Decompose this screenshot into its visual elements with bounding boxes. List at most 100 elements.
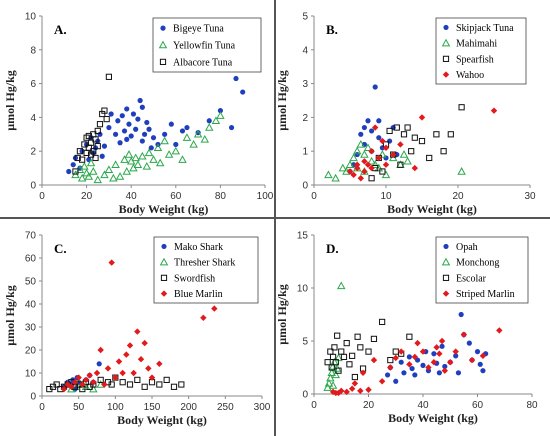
- legend-entry-striped-marlin: Striped Marlin: [456, 289, 515, 300]
- data-point-striped-marlin: [447, 359, 454, 366]
- y-tick-label: 4: [30, 113, 36, 124]
- y-tick-label: 0: [302, 390, 308, 401]
- data-point-escolar: [331, 344, 338, 351]
- data-point-albacore-tuna: [92, 154, 99, 162]
- data-point-bigeye-tuna: [139, 104, 145, 110]
- data-point-wahoo: [346, 168, 354, 175]
- data-point-striped-marlin: [419, 348, 427, 355]
- legend-entry-skipjack-tuna: Skipjack Tuna: [456, 23, 514, 34]
- y-tick-label: 60: [25, 254, 37, 265]
- data-point-bigeye-tuna: [240, 89, 246, 95]
- x-tick-label: 300: [254, 402, 271, 413]
- data-point-monchong: [331, 370, 341, 379]
- x-tick-label: 0: [311, 191, 317, 202]
- x-axis-label: Body Weight (kg): [388, 411, 478, 425]
- data-point-spearfish: [397, 161, 404, 168]
- data-point-opah: [393, 378, 399, 384]
- x-tick-label: 20: [81, 191, 93, 202]
- data-point-monchong: [337, 281, 346, 290]
- data-point-albacore-tuna: [81, 141, 88, 148]
- x-tick-label: 0: [39, 402, 45, 413]
- data-point-bigeye-tuna: [70, 162, 76, 168]
- data-point-mahimahi: [360, 150, 369, 158]
- data-point-mahimahi: [338, 163, 348, 172]
- legend-entry-blue-marlin: Blue Marlin: [174, 289, 223, 300]
- data-point-opah: [431, 351, 437, 357]
- data-point-bigeye-tuna: [117, 140, 123, 146]
- data-point-opah: [436, 370, 442, 376]
- data-point-wahoo: [375, 154, 382, 162]
- series-albacore-tuna: [72, 73, 113, 175]
- data-point-spearfish: [386, 127, 393, 135]
- data-point-yellowfin-tuna: [124, 150, 134, 158]
- data-point-striped-marlin: [338, 387, 345, 395]
- data-point-blue-marlin: [93, 369, 101, 377]
- data-point-opah: [412, 372, 418, 378]
- data-point-striped-marlin: [357, 387, 364, 395]
- data-point-blue-marlin: [130, 369, 137, 377]
- data-point-opah: [458, 311, 464, 318]
- data-point-bigeye-tuna: [137, 97, 143, 104]
- series-bigeye-tuna: [66, 75, 246, 175]
- data-point-albacore-tuna: [76, 148, 84, 155]
- data-point-escolar: [392, 348, 399, 355]
- x-tick-label: 150: [144, 402, 161, 413]
- y-tick-label: 30: [25, 323, 37, 334]
- data-point-monchong: [323, 383, 332, 391]
- legend-marker-thresher-shark: [159, 257, 169, 266]
- x-tick-label: 60: [472, 400, 484, 411]
- data-point-skipjack-tuna: [365, 118, 371, 124]
- data-point-striped-marlin: [365, 386, 372, 393]
- legend-entry-albacore-tuna: Albacore Tuna: [173, 57, 233, 68]
- data-point-yellowfin-tuna: [153, 143, 163, 152]
- data-point-wahoo: [368, 164, 375, 172]
- series-mahimahi: [324, 140, 466, 182]
- data-point-bigeye-tuna: [101, 143, 108, 149]
- legend-entry-spearfish: Spearfish: [456, 54, 494, 65]
- data-point-yellowfin-tuna: [142, 161, 152, 170]
- panel-label: D.: [326, 241, 339, 256]
- data-point-striped-marlin: [414, 339, 421, 347]
- data-point-thresher-shark: [67, 384, 76, 393]
- data-point-bigeye-tuna: [228, 124, 235, 131]
- data-point-yellowfin-tuna: [149, 155, 158, 163]
- data-point-striped-marlin: [460, 331, 468, 338]
- data-point-mako-shark: [96, 361, 102, 367]
- data-point-wahoo: [411, 164, 418, 172]
- data-point-yellowfin-tuna: [205, 123, 214, 131]
- data-point-albacore-tuna: [92, 136, 99, 143]
- data-point-albacore-tuna: [85, 132, 92, 140]
- data-point-spearfish: [379, 168, 386, 175]
- data-point-bigeye-tuna: [162, 131, 168, 137]
- data-point-skipjack-tuna: [361, 124, 367, 131]
- data-point-wahoo: [379, 137, 386, 145]
- data-point-striped-marlin: [430, 359, 438, 366]
- data-point-striped-marlin: [496, 327, 503, 334]
- data-point-albacore-tuna: [94, 127, 101, 135]
- data-point-spearfish: [408, 148, 415, 155]
- data-point-escolar: [324, 359, 331, 366]
- data-point-wahoo: [390, 151, 397, 158]
- data-point-striped-marlin: [378, 378, 386, 385]
- y-tick-label: 2: [302, 113, 308, 124]
- data-point-spearfish: [458, 104, 465, 111]
- data-point-swordfish: [134, 376, 141, 383]
- data-point-blue-marlin: [119, 369, 126, 377]
- legend-marker-opah: [443, 243, 449, 250]
- legend-box: [435, 17, 527, 85]
- data-point-skipjack-tuna: [387, 138, 393, 144]
- data-point-bigeye-tuna: [121, 128, 128, 134]
- data-point-spearfish: [393, 124, 400, 131]
- data-point-bigeye-tuna: [124, 106, 130, 112]
- data-point-wahoo: [368, 148, 375, 155]
- series-striped-marlin: [329, 327, 503, 397]
- x-tick-label: 80: [526, 400, 538, 411]
- y-axis-label: µmol Hg/kg: [275, 284, 289, 345]
- y-tick-label: 2: [30, 147, 36, 158]
- data-point-blue-marlin: [148, 374, 156, 381]
- data-point-blue-marlin: [108, 259, 115, 266]
- x-axis-label: Body Weight (kg): [387, 202, 477, 216]
- data-point-albacore-tuna: [96, 121, 104, 128]
- data-point-spearfish: [447, 131, 454, 138]
